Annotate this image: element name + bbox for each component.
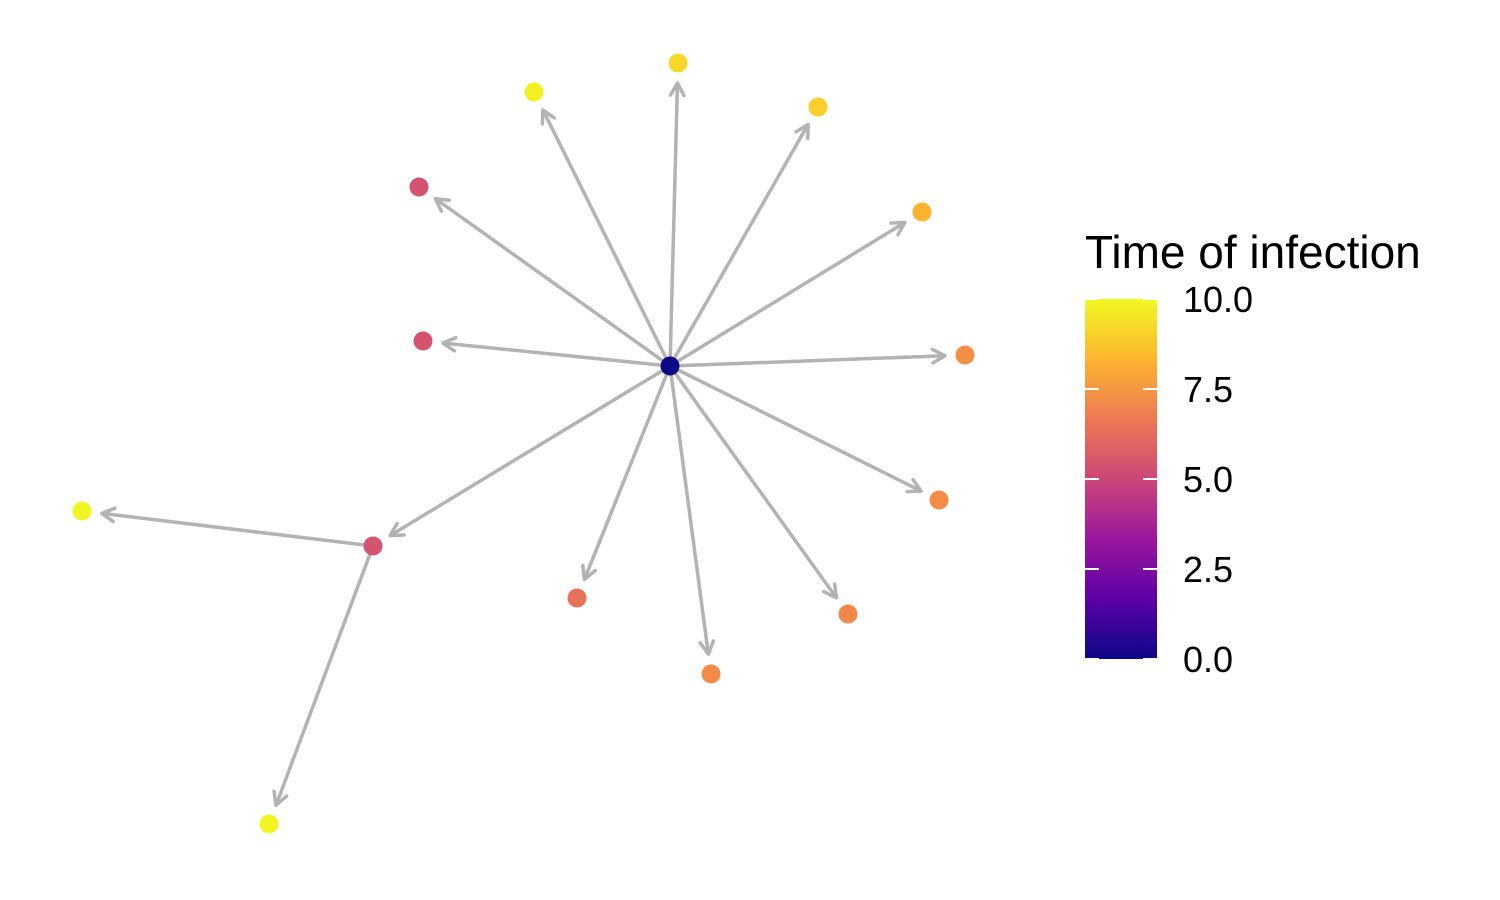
node: [838, 604, 858, 624]
edge: [441, 335, 671, 368]
edge-arrowhead: [540, 108, 557, 126]
edge: [668, 122, 810, 367]
node: [363, 536, 383, 556]
node-root: [660, 356, 680, 376]
edge: [581, 365, 672, 582]
node: [567, 588, 587, 608]
node: [413, 331, 433, 351]
edge: [540, 108, 672, 367]
node: [929, 490, 949, 510]
edge-arrowhead: [930, 347, 947, 365]
node: [701, 664, 721, 684]
node: [259, 814, 279, 834]
node: [808, 97, 828, 117]
edge-arrowhead: [905, 477, 923, 494]
edge-arrowhead: [668, 81, 686, 98]
edge-line: [668, 82, 680, 367]
edge-line: [442, 341, 671, 368]
edge-arrowhead: [441, 335, 458, 353]
node: [668, 53, 688, 73]
edge-arrowhead: [821, 582, 839, 600]
edge-line: [668, 123, 810, 367]
legend-tick-label: 0.0: [1183, 639, 1233, 680]
edge-arrowhead: [100, 506, 117, 524]
legend: Time of infection 10.0 7.5 5.0 2.5 0.0: [1085, 226, 1421, 680]
edge-line: [668, 365, 711, 655]
edge: [669, 220, 907, 368]
edge-line: [582, 365, 672, 581]
edge-arrowhead: [794, 122, 810, 141]
edge-line: [669, 353, 946, 368]
edge-arrowhead: [433, 196, 451, 213]
node: [912, 202, 932, 222]
edge: [668, 364, 839, 600]
edge-arrowhead: [581, 563, 597, 582]
legend-tick-label: 5.0: [1183, 459, 1233, 500]
edge-line: [101, 511, 374, 548]
edge: [669, 347, 947, 368]
edge: [433, 196, 672, 368]
edge-line: [389, 364, 671, 538]
edge-arrowhead: [272, 789, 289, 808]
edge: [100, 506, 374, 548]
legend-tick-label: 2.5: [1183, 549, 1233, 590]
edge: [669, 364, 923, 494]
edge-line: [669, 220, 906, 368]
edge: [272, 545, 375, 808]
edge-arrowhead: [889, 220, 907, 237]
node: [72, 501, 92, 521]
edge-line: [274, 545, 375, 806]
node: [955, 345, 975, 365]
nodes-layer: [72, 53, 975, 834]
legend-ticks: 10.0 7.5 5.0 2.5 0.0: [1085, 279, 1253, 680]
edge-line: [434, 197, 672, 368]
edge: [668, 81, 686, 367]
legend-title: Time of infection: [1085, 226, 1421, 278]
legend-tick-label: 10.0: [1183, 279, 1253, 320]
edge-arrowhead: [388, 521, 406, 538]
edge: [668, 365, 716, 656]
edge-arrowhead: [698, 639, 716, 656]
node: [524, 82, 544, 102]
edge-line: [669, 364, 922, 493]
edges-layer: [100, 81, 947, 808]
node: [409, 177, 429, 197]
legend-tick-label: 7.5: [1183, 369, 1233, 410]
edge: [388, 364, 671, 538]
edge-line: [668, 364, 838, 599]
edge-line: [541, 109, 672, 367]
